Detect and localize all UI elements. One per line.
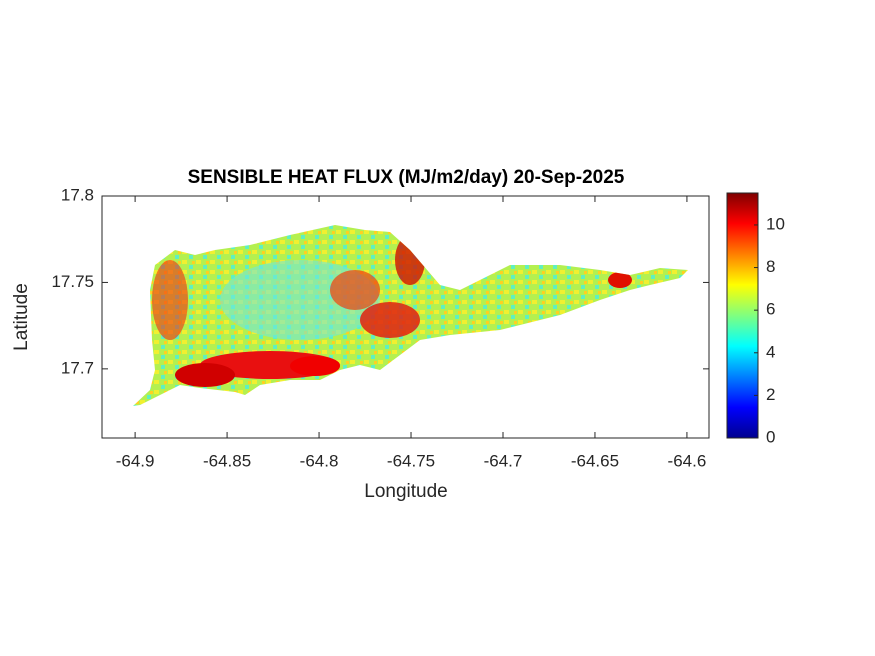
colorbar-tick-label: 6 — [766, 300, 775, 319]
field-patch — [152, 260, 188, 340]
colorbar-tick-label: 10 — [766, 214, 785, 233]
field-patch — [290, 356, 340, 376]
y-tick-label: 17.8 — [61, 185, 94, 204]
x-tick-label: -64.75 — [387, 451, 435, 470]
colorbar-tick-label: 8 — [766, 257, 775, 276]
y-axis-label: Latitude — [11, 283, 32, 351]
chart-title: SENSIBLE HEAT FLUX (MJ/m2/day) 20-Sep-20… — [188, 167, 625, 188]
x-tick-label: -64.85 — [203, 451, 251, 470]
field-patch — [175, 363, 235, 387]
field-patch — [360, 302, 420, 338]
field-patch — [330, 270, 380, 310]
field-patch — [608, 272, 632, 288]
colorbar-tick-label: 4 — [766, 342, 775, 361]
colorbar-tick-label: 0 — [766, 427, 775, 446]
colorbar — [726, 192, 759, 439]
x-tick-label: -64.7 — [484, 451, 523, 470]
x-tick-label: -64.6 — [668, 451, 707, 470]
x-tick-label: -64.9 — [116, 451, 155, 470]
colorbar-tick-label: 2 — [766, 385, 775, 404]
y-tick-label: 17.7 — [61, 358, 94, 377]
x-tick-label: -64.8 — [300, 451, 339, 470]
x-tick-label: -64.65 — [571, 451, 619, 470]
y-tick-label: 17.75 — [51, 272, 94, 291]
x-axis-label: Longitude — [364, 481, 447, 502]
